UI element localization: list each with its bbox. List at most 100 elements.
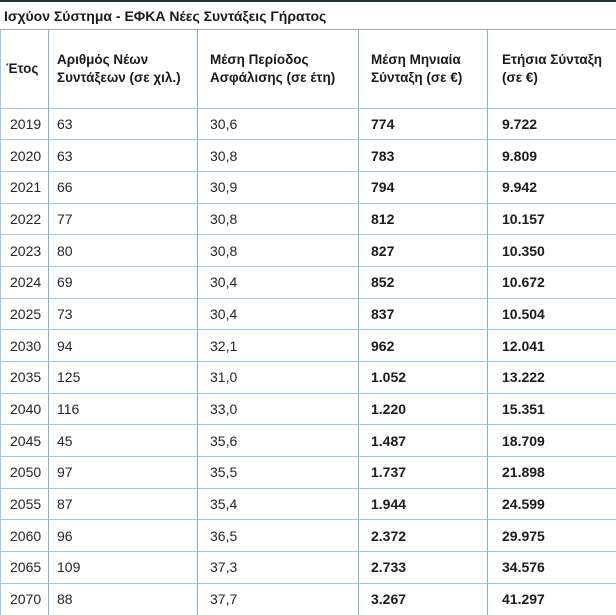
table-row: 2030 94 32,1 962 12.041 <box>0 329 616 362</box>
value-cell: 35,6 <box>197 424 359 458</box>
column-header-1: Αριθμός Νέων Συντάξεων (σε χιλ.) <box>48 30 198 109</box>
year-cell: 2060 <box>0 519 49 553</box>
year-cell: 2070 <box>0 582 49 615</box>
value-cell: 77 <box>48 202 198 236</box>
value-cell: 73 <box>48 297 198 331</box>
table-row: 2021 66 30,9 794 9.942 <box>0 170 616 204</box>
header-row: Έτος Αριθμός Νέων Συντάξεων (σε χιλ.) Μέση… <box>0 30 616 109</box>
value-cell: 63 <box>48 139 198 172</box>
year-cell: 2019 <box>0 107 49 141</box>
value-cell: 30,6 <box>197 107 359 141</box>
value-cell: 34.576 <box>487 551 616 584</box>
value-cell: 97 <box>48 456 198 489</box>
value-cell: 1.944 <box>358 487 488 521</box>
table-row: 2024 69 30,4 852 10.672 <box>0 265 616 299</box>
value-cell: 63 <box>48 107 198 141</box>
value-cell: 10.672 <box>487 265 616 299</box>
value-cell: 18.709 <box>487 424 616 458</box>
value-cell: 33,0 <box>197 392 359 426</box>
year-cell: 2055 <box>0 487 49 521</box>
year-cell: 2050 <box>0 456 49 489</box>
value-cell: 96 <box>48 519 198 553</box>
table-body: 2019 63 30,6 774 9.722 2020 63 30,8 783 9.809 2021… <box>0 107 616 615</box>
value-cell: 1.052 <box>358 361 488 394</box>
value-cell: 30,9 <box>197 170 359 204</box>
table-row: 2020 63 30,8 783 9.809 <box>0 139 616 172</box>
value-cell: 2.733 <box>358 551 488 584</box>
value-cell: 812 <box>358 202 488 236</box>
value-cell: 30,8 <box>197 139 359 172</box>
value-cell: 35,5 <box>197 456 359 489</box>
table-row: 2019 63 30,6 774 9.722 <box>0 107 616 141</box>
value-cell: 31,0 <box>197 361 359 394</box>
value-cell: 21.898 <box>487 456 616 489</box>
table-row: 2025 73 30,4 837 10.504 <box>0 297 616 331</box>
table-row: 2050 97 35,5 1.737 21.898 <box>0 456 616 489</box>
column-header-4: Ετήσια Σύνταξη (σε €) <box>487 30 616 109</box>
column-header-2: Μέση Περίοδος Ασφάλισης (σε έτη) <box>197 30 359 109</box>
value-cell: 66 <box>48 170 198 204</box>
value-cell: 30,8 <box>197 202 359 236</box>
value-cell: 837 <box>358 297 488 331</box>
value-cell: 1.487 <box>358 424 488 458</box>
value-cell: 116 <box>48 392 198 426</box>
value-cell: 783 <box>358 139 488 172</box>
table-row: 2022 77 30,8 812 10.157 <box>0 202 616 236</box>
table-title: Ισχύον Σύστημα - ΕΦΚΑ Νέες Συντάξεις Γήρ… <box>0 0 616 30</box>
value-cell: 35,4 <box>197 487 359 521</box>
value-cell: 794 <box>358 170 488 204</box>
value-cell: 29.975 <box>487 519 616 553</box>
value-cell: 41.297 <box>487 582 616 615</box>
value-cell: 962 <box>358 329 488 362</box>
year-cell: 2030 <box>0 329 49 362</box>
table-row: 2060 96 36,5 2.372 29.975 <box>0 519 616 553</box>
year-cell: 2040 <box>0 392 49 426</box>
value-cell: 94 <box>48 329 198 362</box>
value-cell: 774 <box>358 107 488 141</box>
value-cell: 37,7 <box>197 582 359 615</box>
value-cell: 827 <box>358 234 488 267</box>
value-cell: 1.737 <box>358 456 488 489</box>
value-cell: 87 <box>48 487 198 521</box>
year-cell: 2024 <box>0 265 49 299</box>
table-row: 2040 116 33,0 1.220 15.351 <box>0 392 616 426</box>
table-header: Έτος Αριθμός Νέων Συντάξεων (σε χιλ.) Μέση… <box>0 30 616 109</box>
value-cell: 24.599 <box>487 487 616 521</box>
value-cell: 9.809 <box>487 139 616 172</box>
value-cell: 10.350 <box>487 234 616 267</box>
year-cell: 2025 <box>0 297 49 331</box>
table-row: 2055 87 35,4 1.944 24.599 <box>0 487 616 521</box>
value-cell: 15.351 <box>487 392 616 426</box>
table-row: 2035 125 31,0 1.052 13.222 <box>0 361 616 394</box>
value-cell: 109 <box>48 551 198 584</box>
value-cell: 13.222 <box>487 361 616 394</box>
table-row: 2045 45 35,6 1.487 18.709 <box>0 424 616 458</box>
column-header-0: Έτος <box>0 30 49 109</box>
value-cell: 10.504 <box>487 297 616 331</box>
value-cell: 80 <box>48 234 198 267</box>
value-cell: 88 <box>48 582 198 615</box>
table-row: 2065 109 37,3 2.733 34.576 <box>0 551 616 584</box>
year-cell: 2065 <box>0 551 49 584</box>
value-cell: 1.220 <box>358 392 488 426</box>
value-cell: 3.267 <box>358 582 488 615</box>
value-cell: 37,3 <box>197 551 359 584</box>
value-cell: 2.372 <box>358 519 488 553</box>
value-cell: 10.157 <box>487 202 616 236</box>
value-cell: 9.942 <box>487 170 616 204</box>
year-cell: 2023 <box>0 234 49 267</box>
value-cell: 852 <box>358 265 488 299</box>
value-cell: 45 <box>48 424 198 458</box>
value-cell: 69 <box>48 265 198 299</box>
value-cell: 32,1 <box>197 329 359 362</box>
value-cell: 12.041 <box>487 329 616 362</box>
year-cell: 2021 <box>0 170 49 204</box>
year-cell: 2045 <box>0 424 49 458</box>
pension-table: Έτος Αριθμός Νέων Συντάξεων (σε χιλ.) Μέση… <box>0 30 616 615</box>
value-cell: 30,8 <box>197 234 359 267</box>
value-cell: 30,4 <box>197 265 359 299</box>
year-cell: 2035 <box>0 361 49 394</box>
table-row: 2023 80 30,8 827 10.350 <box>0 234 616 267</box>
value-cell: 36,5 <box>197 519 359 553</box>
